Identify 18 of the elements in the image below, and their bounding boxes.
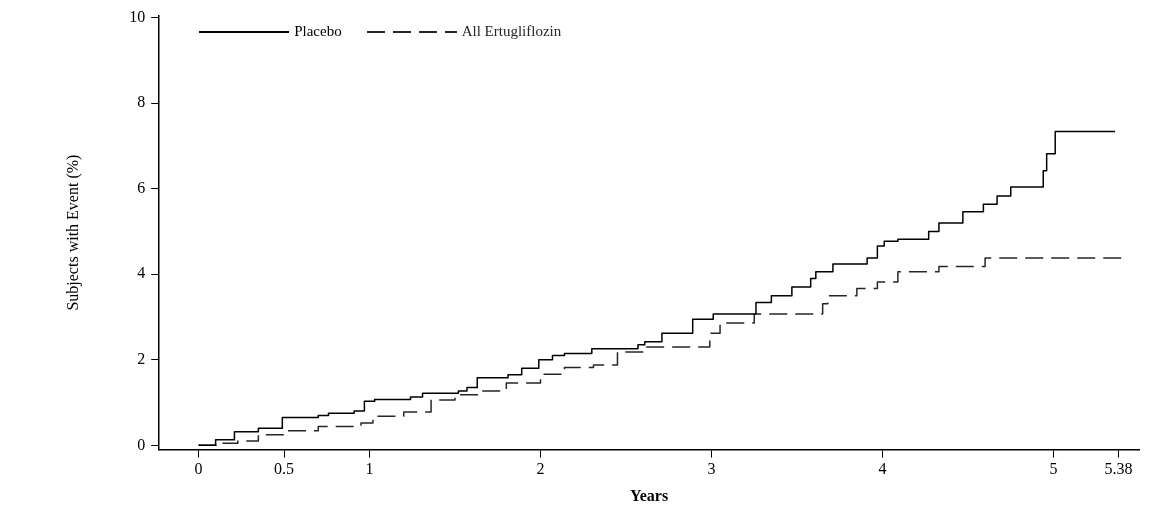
- y-axis-title: Subjects with Event (%): [63, 154, 82, 311]
- y-tick-label: 2: [137, 350, 146, 368]
- x-tick-label: 3: [707, 460, 716, 478]
- x-axis-title: Years: [629, 486, 669, 504]
- text: All Ertugliflozin: [461, 22, 562, 39]
- y-tick-label: 6: [137, 178, 146, 196]
- x-tick-label: 5.38: [1104, 460, 1133, 478]
- y-tick-label: 0: [137, 435, 146, 453]
- text: Placebo: [294, 22, 342, 39]
- y-tick-label: 4: [137, 264, 146, 282]
- y-tick-label: 10: [129, 7, 146, 25]
- x-tick-label: 2: [536, 460, 545, 478]
- x-tick-label: 4: [878, 460, 887, 478]
- x-tick-label: 0.5: [274, 460, 295, 478]
- x-tick-label: 5: [1049, 460, 1058, 478]
- x-tick-label: 1: [365, 460, 374, 478]
- x-tick-label: 0: [194, 460, 203, 478]
- y-tick-label: 8: [137, 93, 146, 111]
